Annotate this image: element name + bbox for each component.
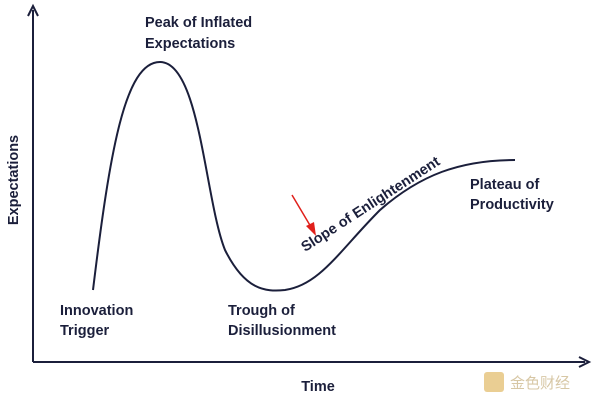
axes [27, 3, 592, 368]
watermark-logo [484, 372, 504, 392]
y-arrow [27, 3, 39, 17]
phase-label: Disillusionment [228, 323, 336, 339]
phase-label: Expectations [145, 36, 235, 52]
phase-label: Innovation [60, 303, 133, 319]
x-axis-label: Time [301, 379, 335, 395]
hype-curve [92, 60, 516, 292]
y-axis-label: Expectations [6, 135, 22, 225]
phase-label: Trigger [60, 323, 110, 339]
phase-label: Plateau of [470, 177, 539, 193]
watermark-text: 金色财经 [510, 375, 570, 392]
red-arrow [291, 194, 316, 236]
curve-label: Slope of Enlightenment [299, 154, 444, 256]
phase-label: Trough of [228, 303, 295, 319]
phase-label: Productivity [470, 197, 554, 213]
watermark: 金色财经 [484, 372, 570, 392]
phase-label: Peak of Inflated [145, 15, 252, 31]
x-arrow [578, 356, 592, 368]
